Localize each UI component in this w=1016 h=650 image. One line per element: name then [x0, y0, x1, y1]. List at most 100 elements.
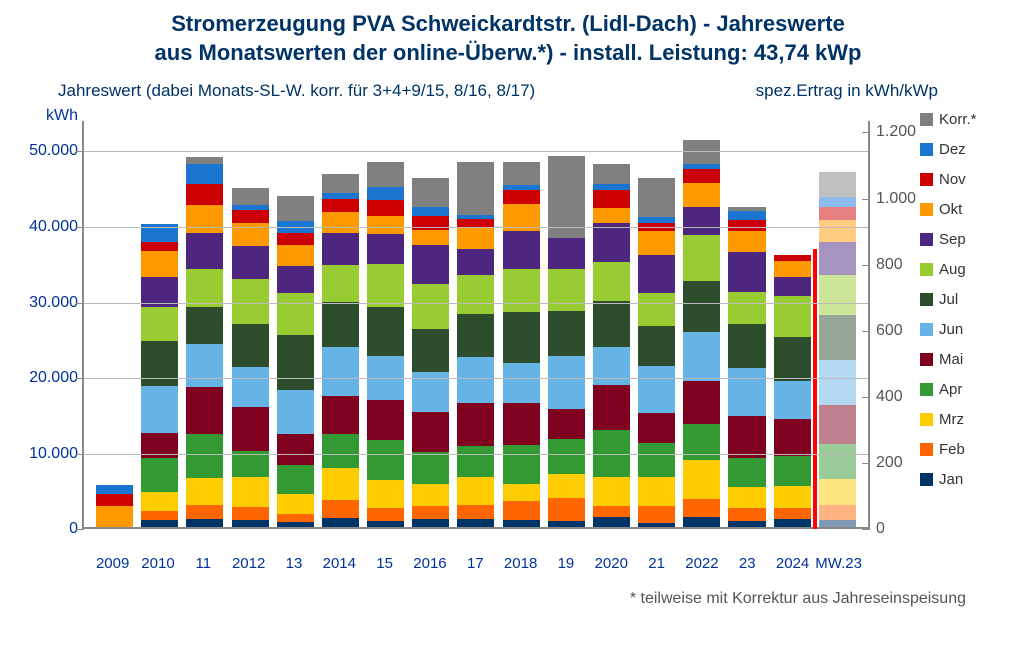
- bar-segment: [774, 337, 811, 382]
- y1-axis: kWh 010.00020.00030.00040.00050.000: [10, 109, 82, 549]
- bar-segment: [322, 174, 359, 194]
- legend-item: Apr: [920, 381, 1006, 398]
- x-tick-label: 2012: [226, 555, 271, 572]
- bar-segment: [819, 505, 856, 519]
- bar-segment: [412, 230, 449, 246]
- bar-segment: [503, 190, 540, 204]
- bar-segment: [774, 261, 811, 277]
- bar-segment: [593, 208, 630, 222]
- legend-swatch: [920, 413, 933, 426]
- bar-segment: [232, 367, 269, 407]
- x-tick-label: 2014: [317, 555, 362, 572]
- subtitle-row: Jahreswert (dabei Monats-SL-W. korr. für…: [10, 81, 1006, 101]
- bar-segment: [548, 521, 585, 527]
- x-tick-label: 2024: [770, 555, 815, 572]
- bar-segment: [322, 199, 359, 213]
- bar-slot: [228, 188, 273, 527]
- legend-item: Jul: [920, 291, 1006, 308]
- bar-segment: [367, 200, 404, 216]
- x-tick-label: 15: [362, 555, 407, 572]
- y1-tick-label: 20.000: [29, 369, 78, 387]
- bar-segment: [819, 520, 856, 527]
- bar-segment: [277, 434, 314, 464]
- legend-label: Okt: [939, 201, 962, 218]
- y2-axis: 02004006008001.0001.200: [870, 109, 920, 549]
- bar-segment: [683, 281, 720, 332]
- bar-segment: [186, 205, 223, 232]
- y1-tick-label: 30.000: [29, 294, 78, 312]
- bar-segment: [457, 357, 494, 403]
- y1-tick-label: 50.000: [29, 142, 78, 160]
- bar-segment: [728, 220, 765, 231]
- bar-segment: [548, 409, 585, 438]
- bar-segment: [141, 251, 178, 277]
- bar-segment: [367, 216, 404, 234]
- bar-segment: [457, 446, 494, 478]
- bar-segment: [367, 187, 404, 201]
- stacked-bar: [277, 196, 314, 527]
- bar-segment: [819, 315, 856, 360]
- legend-label: Feb: [939, 441, 965, 458]
- bar-segment: [503, 312, 540, 363]
- bar-segment: [503, 403, 540, 445]
- legend-swatch: [920, 323, 933, 336]
- bar-segment: [322, 518, 359, 527]
- x-tick-label: 19: [543, 555, 588, 572]
- legend-item: Korr.*: [920, 111, 1006, 128]
- stacked-bar: [141, 224, 178, 527]
- bar-segment: [322, 212, 359, 233]
- bar-segment: [186, 344, 223, 387]
- bar-segment: [548, 238, 585, 269]
- bar-segment: [819, 242, 856, 275]
- bar-segment: [457, 403, 494, 445]
- bar-segment: [96, 485, 133, 494]
- bar-segment: [774, 486, 811, 507]
- x-tick-label: 2018: [498, 555, 543, 572]
- y2-tick-label: 800: [876, 256, 903, 274]
- bar-slot: [770, 255, 815, 527]
- bar-segment: [728, 458, 765, 487]
- bar-segment: [683, 499, 720, 518]
- y2-tick-label: 1.000: [876, 190, 916, 208]
- bar-segment: [367, 521, 404, 527]
- bar-segment: [638, 178, 675, 217]
- plot-area: [82, 121, 870, 529]
- bar-segment: [322, 468, 359, 500]
- bar-segment: [728, 416, 765, 458]
- bar-slot: [499, 162, 544, 528]
- stacked-bar: [457, 162, 494, 528]
- grid-line: [84, 151, 868, 152]
- bar-segment: [819, 405, 856, 444]
- bar-segment: [277, 390, 314, 435]
- bar-segment: [683, 332, 720, 380]
- grid-line: [84, 227, 868, 228]
- bar-segment: [322, 233, 359, 265]
- bar-slot: [815, 172, 860, 527]
- legend-label: Nov: [939, 171, 966, 188]
- bar-segment: [277, 514, 314, 522]
- bar-segment: [232, 210, 269, 223]
- stacked-bar: [683, 140, 720, 527]
- stacked-bar: [548, 156, 585, 527]
- bar-segment: [774, 381, 811, 419]
- bar-segment: [683, 424, 720, 460]
- legend-label: Korr.*: [939, 111, 977, 128]
- legend-label: Jan: [939, 471, 963, 488]
- stacked-bar: [367, 162, 404, 527]
- bar-segment: [186, 387, 223, 434]
- bar-segment: [638, 413, 675, 442]
- bar-segment: [141, 511, 178, 520]
- legend-item: Okt: [920, 201, 1006, 218]
- x-tick-label: 2016: [407, 555, 452, 572]
- bar-segment: [412, 506, 449, 519]
- bar-segment: [322, 434, 359, 467]
- bar-segment: [412, 519, 449, 527]
- bar-segment: [593, 517, 630, 527]
- bar-segment: [457, 162, 494, 215]
- bar-segment: [819, 479, 856, 505]
- bar-segment: [322, 302, 359, 347]
- bar-segment: [457, 228, 494, 249]
- bar-segment: [638, 477, 675, 506]
- stacked-bar: [412, 178, 449, 527]
- legend-item: Feb: [920, 441, 1006, 458]
